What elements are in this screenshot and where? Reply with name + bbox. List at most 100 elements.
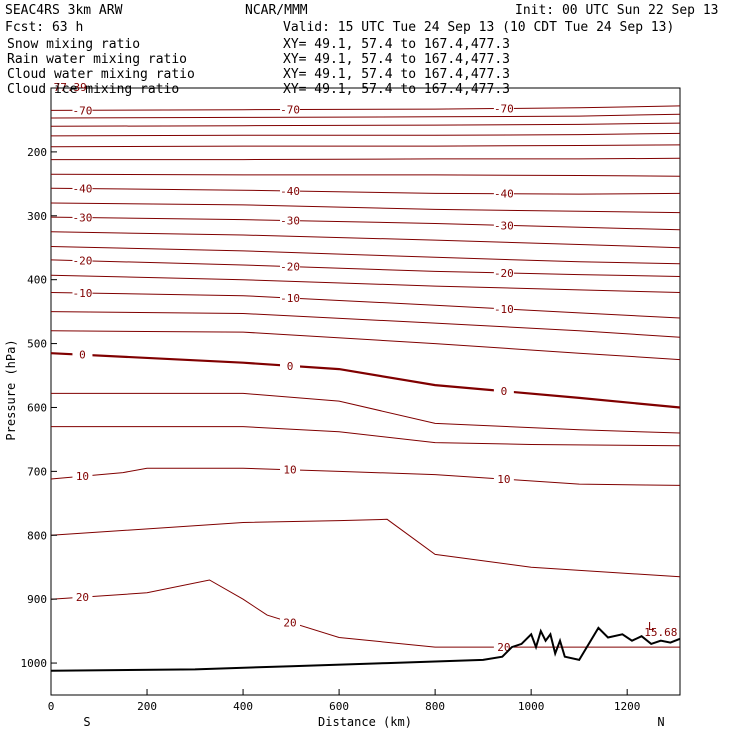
contour-label: -40 [494, 188, 514, 201]
y-tick-label: 400 [27, 274, 47, 287]
x-end-label-south: S [83, 715, 90, 729]
x-axis-ticks: 0 200 400 600 800 1000 1200 [48, 689, 641, 713]
contour-label-bg [280, 103, 301, 116]
contour-line [50, 259, 681, 277]
contour-line [50, 187, 681, 195]
contour-label: 10 [76, 470, 89, 483]
y-tick-label: 800 [27, 529, 47, 542]
contour-line [50, 202, 681, 214]
contour-label-bg [493, 102, 514, 115]
contour-label-bg [280, 214, 301, 227]
y-tick-label: 300 [27, 210, 47, 223]
contour-label: 20 [497, 641, 510, 654]
x-tick-label: 1200 [614, 700, 641, 713]
contour-line [50, 292, 681, 319]
y-axis-label: Pressure (hPa) [4, 339, 18, 440]
contour-label: -40 [280, 185, 300, 198]
contour-line [51, 426, 681, 447]
contour-label-bg [280, 260, 301, 273]
x-tick-label: 1000 [518, 700, 545, 713]
contour-label-bg [280, 292, 301, 305]
contour-label: -70 [494, 102, 514, 115]
field-label-cloud-ice: Cloud ice mixing ratio [7, 82, 179, 97]
y-tick-label: 1000 [21, 657, 48, 670]
field-xy-snow: XY= 49.1, 57.4 to 167.4,477.3 [283, 37, 510, 52]
contour-line [50, 173, 681, 177]
contour-label-bg [493, 187, 514, 200]
contour-line [50, 144, 681, 148]
model-name: SEAC4RS 3km ARW [5, 3, 123, 18]
contour-label-bg [280, 463, 301, 476]
organization: NCAR/MMM [245, 3, 308, 18]
contour-label: -30 [73, 211, 93, 224]
contour-label: 0 [287, 360, 294, 373]
contour-label: 0 [501, 385, 508, 398]
contour-line [51, 392, 681, 434]
chart-annotation: 15.68 [644, 626, 677, 639]
y-tick-label: 700 [27, 465, 47, 478]
contour-label: -40 [73, 183, 93, 196]
contour-label-bg [493, 473, 514, 486]
contour-label: -20 [280, 261, 300, 274]
x-tick-label: 400 [233, 700, 253, 713]
temperature-contours: -70 -70 -70 -40 -40 -40 -30 -30 -30 -20 -20 -20 -10 -… [50, 102, 681, 654]
contour-label-bg [72, 104, 93, 117]
contour-label: -30 [494, 219, 514, 232]
contour-label: 20 [283, 616, 296, 629]
contour-label-bg [493, 219, 514, 232]
contour-line [50, 132, 681, 137]
x-tick-label: 800 [425, 700, 445, 713]
contour-label-bg [72, 254, 93, 267]
contour-line [50, 231, 681, 249]
x-end-label-north: N [657, 715, 664, 729]
contour-line [50, 113, 681, 119]
contour-line [50, 311, 681, 338]
contour-line [50, 274, 681, 293]
contour-label: -10 [494, 303, 514, 316]
chart-annotation: 77.39 [54, 81, 87, 94]
field-xy-cloud-ice: XY= 49.1, 57.4 to 167.4,477.3 [283, 82, 510, 97]
contour-label-bg [280, 616, 301, 629]
contour-label: 10 [283, 464, 296, 477]
contour-label-bg [280, 185, 301, 198]
contour-line [50, 216, 681, 231]
x-tick-label: 600 [329, 700, 349, 713]
y-tick-label: 500 [27, 338, 47, 351]
contour-label: 0 [79, 349, 86, 362]
x-tick-label: 200 [137, 700, 157, 713]
annotations: L15.68 77.39 [54, 81, 678, 639]
x-axis-label: Distance (km) [318, 715, 412, 729]
contour-line [50, 330, 681, 361]
contour-label: -10 [73, 287, 93, 300]
field-xy-rain: XY= 49.1, 57.4 to 167.4,477.3 [283, 52, 510, 67]
contour-label-bg [493, 302, 514, 315]
contour-line [50, 518, 681, 578]
y-tick-label: 600 [27, 401, 47, 414]
y-tick-label: 200 [27, 146, 47, 159]
contour-label-bg [72, 348, 93, 361]
contour-line [50, 467, 681, 486]
contour-label: 20 [76, 591, 89, 604]
contour-label: -20 [73, 255, 93, 268]
terrain-profile [50, 626, 681, 672]
contour-label: -70 [280, 104, 300, 117]
field-xy-cloud-water: XY= 49.1, 57.4 to 167.4,477.3 [283, 67, 510, 82]
plot-frame [50, 87, 681, 696]
contour-label: -30 [280, 215, 300, 228]
contour-label-bg [72, 286, 93, 299]
contour-label-bg [493, 266, 514, 279]
init-time: Init: 00 UTC Sun 22 Sep 13 [515, 3, 719, 18]
y-axis-ticks: 200 300 400 500 600 700 800 900 1000 [21, 146, 57, 670]
contour-line [50, 352, 681, 409]
contour-label-bg [72, 182, 93, 195]
field-label-snow: Snow mixing ratio [7, 37, 140, 52]
contour-line [50, 579, 680, 648]
chart-annotation: L [648, 620, 655, 633]
contour-label: -70 [73, 104, 93, 117]
contour-label: 10 [497, 473, 510, 486]
contour-label: -10 [280, 292, 300, 305]
valid-time: Valid: 15 UTC Tue 24 Sep 13 (10 CDT Tue … [283, 20, 674, 35]
contour-label: -20 [494, 267, 514, 280]
contour-line [50, 105, 681, 111]
